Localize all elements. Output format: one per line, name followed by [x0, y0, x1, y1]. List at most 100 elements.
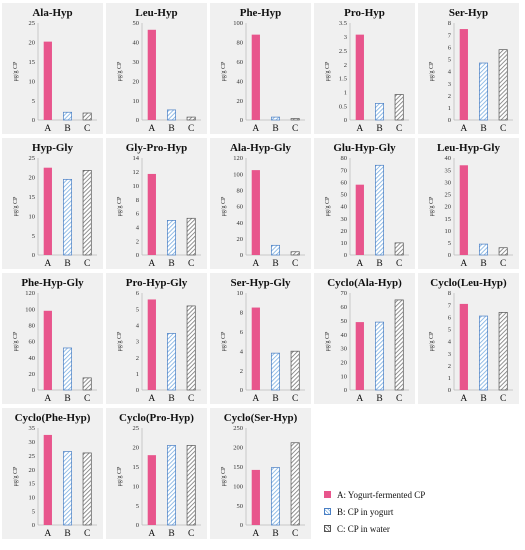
bar-a [355, 184, 364, 255]
chart-title: Cyclo(Leu-Hyp) [430, 277, 507, 289]
legend-label-c: C: CP in water [337, 523, 390, 534]
y-tick-label: 20 [445, 204, 452, 211]
panel-background [106, 3, 207, 134]
x-tick-label-b: B [480, 259, 486, 269]
y-tick-label: 80 [29, 323, 36, 330]
y-tick-label: 20 [29, 467, 36, 474]
bar-c [186, 305, 196, 391]
y-tick-label: 15 [29, 59, 36, 66]
chart-title: Ser-Hyp-Gly [230, 277, 291, 289]
bar-b [375, 321, 384, 391]
bar-a [147, 173, 156, 255]
x-tick-label-b: B [480, 124, 486, 134]
chart-title: Gly-Pro-Hyp [126, 142, 188, 154]
bar-b [271, 244, 280, 256]
bar-b [479, 315, 488, 391]
x-tick-label-c: C [292, 259, 298, 269]
y-tick-label: 40 [133, 40, 140, 47]
bar-b [479, 62, 488, 121]
y-tick-label: 60 [341, 179, 348, 186]
chart-panel-pro-hyp: Pro-Hyp 0 0.5 1 1.5 2 2.5 3 3.5 μg/g CP A B C [314, 3, 415, 134]
x-tick-label-b: B [168, 124, 174, 134]
y-tick-label: 80 [237, 188, 244, 195]
bar-b [167, 333, 176, 391]
y-tick-label: 10 [133, 483, 140, 490]
chart-panel-ala-hyp-gly: Ala-Hyp-Gly 0 20 40 60 80 100 120 μg/g CP A B C [210, 138, 311, 269]
y-tick-label: 100 [233, 171, 243, 178]
y-tick-label: 10 [133, 98, 140, 105]
y-tick-label: 1 [136, 371, 139, 378]
x-tick-label-b: B [272, 259, 278, 269]
y-tick-label: 4 [448, 339, 452, 346]
bar-b [271, 352, 280, 391]
y-tick-label: 20 [237, 236, 244, 243]
x-tick-label-a: A [148, 394, 155, 404]
y-axis-label: μg/g CP [325, 331, 331, 351]
x-tick-label-a: A [252, 394, 259, 404]
panel-background [210, 3, 311, 134]
y-tick-label: 10 [29, 494, 36, 501]
bar-c [498, 312, 508, 391]
chart-panel-glu-hyp-gly: Glu-Hyp-Gly 0 10 20 30 40 50 60 70 80 μg/g CP A B C [314, 138, 415, 269]
y-tick-label: 5 [448, 57, 451, 64]
y-tick-label: 5 [32, 233, 35, 240]
y-axis-label: μg/g CP [13, 331, 19, 351]
y-tick-label: 3 [448, 351, 451, 358]
bar-b [63, 111, 72, 121]
x-tick-label-b: B [272, 124, 278, 134]
y-tick-label: 25 [133, 425, 140, 432]
bar-a [355, 322, 364, 390]
y-tick-label: 2.5 [339, 48, 347, 55]
bar-c [394, 299, 404, 391]
y-tick-label: 15 [29, 194, 36, 201]
chart-panel-leu-hyp-gly: Leu-Hyp-Gly 0 5 10 15 20 25 30 35 40 μg/g CP A B C [418, 138, 519, 269]
bar-b [63, 451, 72, 526]
chart-panel-cyclo-phe-hyp: Cyclo(Phe-Hyp) 0 5 10 15 20 25 30 35 μg/g CP A B C [2, 408, 103, 539]
panel-background [210, 138, 311, 269]
x-tick-label-a: A [148, 259, 155, 269]
chart-title: Leu-Hyp-Gly [437, 142, 500, 154]
bar-a [43, 41, 52, 120]
legend: A: Yogurt-fermented CP B: CP in yogurt C… [324, 486, 514, 537]
bar-c [498, 247, 508, 256]
bar-a [355, 34, 364, 120]
y-tick-label: 1 [344, 89, 347, 96]
y-tick-label: 40 [237, 220, 244, 227]
y-axis-label: μg/g CP [429, 61, 435, 81]
y-tick-label: 1 [448, 375, 451, 382]
x-tick-label-b: B [168, 394, 174, 404]
y-tick-label: 20 [237, 98, 244, 105]
y-axis-label: μg/g CP [13, 466, 19, 486]
y-tick-label: 40 [445, 155, 452, 162]
chart-panel-ser-hyp: Ser-Hyp 0 1 2 3 4 5 6 7 8 μg/g CP A B C [418, 3, 519, 134]
chart-title: Leu-Hyp [135, 7, 177, 19]
chart-panel-ser-hyp-gly: Ser-Hyp-Gly 0 2 4 6 8 10 μg/g CP A B C [210, 273, 311, 404]
y-tick-label: 0 [344, 252, 347, 259]
y-tick-label: 0 [448, 387, 451, 394]
y-tick-label: 0 [344, 387, 347, 394]
y-tick-label: 50 [341, 192, 348, 199]
y-tick-label: 25 [29, 453, 36, 460]
legend-swatch-c [324, 525, 331, 532]
y-tick-label: 250 [233, 425, 243, 432]
x-tick-label-c: C [84, 394, 90, 404]
y-tick-label: 0 [32, 387, 35, 394]
chart-title: Ala-Hyp-Gly [230, 142, 292, 154]
y-tick-label: 60 [29, 339, 36, 346]
y-tick-label: 2 [344, 62, 347, 69]
x-tick-label-b: B [376, 124, 382, 134]
y-tick-label: 12 [133, 169, 140, 176]
y-tick-label: 25 [29, 20, 36, 27]
x-tick-label-b: B [272, 529, 278, 539]
bar-a [459, 303, 468, 390]
legend-label-b: B: CP in yogurt [337, 506, 394, 517]
y-tick-label: 14 [133, 155, 140, 162]
y-tick-label: 0 [240, 117, 243, 124]
chart-title: Hyp-Gly [32, 142, 73, 154]
x-tick-label-c: C [396, 394, 402, 404]
y-tick-label: 150 [233, 464, 243, 471]
y-axis-label: μg/g CP [117, 331, 123, 351]
x-tick-label-a: A [460, 124, 467, 134]
bar-a [43, 167, 52, 255]
y-tick-label: 4 [240, 348, 244, 355]
